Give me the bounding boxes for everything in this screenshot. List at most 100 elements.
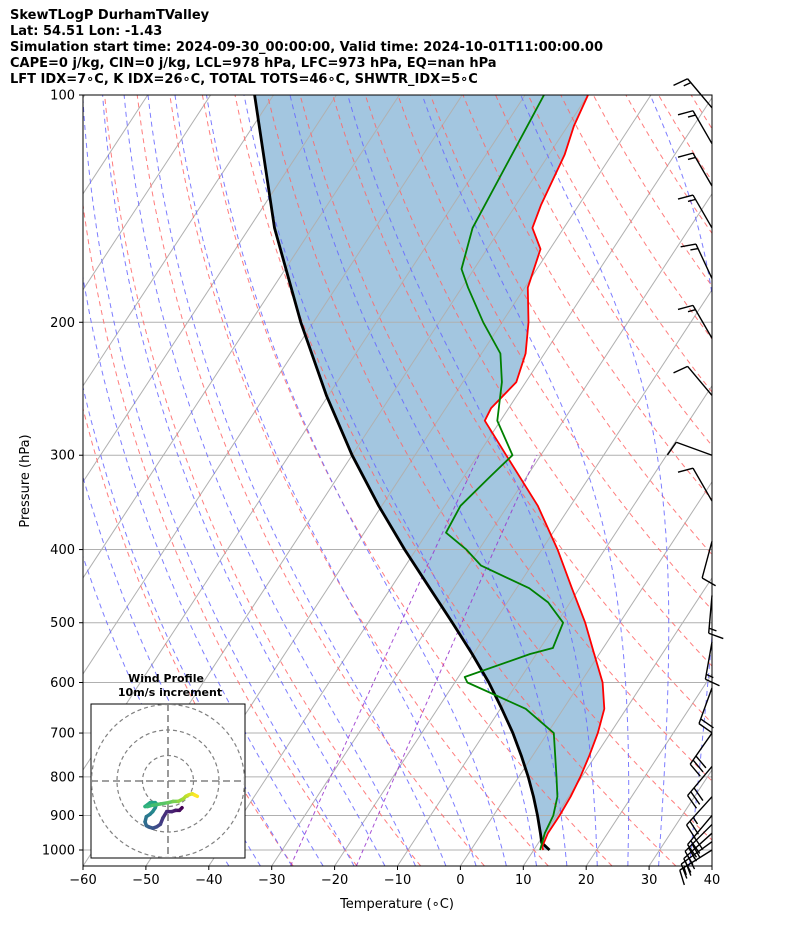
dry-adiabat: [136, 95, 485, 866]
barb-flag: [673, 365, 688, 374]
barb-half-flag: [687, 156, 696, 161]
moist-adiabat: [83, 274, 324, 866]
dry-adiabat: [658, 95, 712, 182]
x-tick-label: −40: [195, 873, 222, 888]
location-line: Lat: 54.51 Lon: -1.43: [10, 24, 163, 39]
wind-barb: [677, 304, 713, 339]
indices-line: LFT IDX=7∘C, K IDX=26∘C, TOTAL TOTS=46∘C…: [10, 72, 478, 87]
moist-adiabat: [83, 385, 293, 866]
wind-barb: [707, 595, 724, 640]
isotherm: [397, 384, 712, 866]
x-tick-label: 0: [456, 873, 464, 888]
hodograph-trace-segment: [193, 793, 200, 799]
barb-flag: [680, 243, 697, 248]
barb-flag: [700, 718, 714, 729]
moist-adiabat: [289, 95, 568, 866]
wind-barb: [701, 541, 716, 587]
barb-half-flag: [708, 627, 717, 632]
barb-flag: [683, 858, 692, 873]
isotherm: [711, 865, 712, 866]
barb-flag: [666, 441, 677, 456]
barb-flag: [693, 787, 704, 801]
barb-flag: [708, 632, 724, 640]
wind-barbs: [666, 78, 724, 886]
barb-staff: [687, 815, 713, 846]
y-axis-label: Pressure (hPa): [18, 434, 33, 527]
x-tick-label: 30: [641, 873, 658, 888]
barb-flag: [689, 820, 699, 835]
isotherm: [83, 95, 274, 387]
barb-flag: [677, 194, 694, 200]
wind-barb: [677, 194, 713, 229]
barb-flag: [679, 869, 685, 886]
moist-adiabat: [102, 95, 386, 866]
chart-series: [253, 95, 606, 852]
wind-barb: [680, 243, 713, 279]
isotherm: [83, 95, 463, 675]
barb-staff: [692, 467, 713, 502]
barb-half-flag: [683, 867, 687, 876]
dry-adiabat: [462, 95, 712, 501]
barb-staff: [701, 541, 713, 579]
hodograph-title: Wind Profile: [128, 672, 204, 685]
barb-flag: [695, 755, 707, 769]
dry-adiabat: [332, 95, 712, 724]
dry-adiabat: [690, 95, 712, 130]
y-tick-label: 600: [50, 676, 75, 691]
barb-flag: [691, 843, 701, 859]
time-line: Simulation start time: 2024-09-30_00:00:…: [10, 40, 603, 55]
hodograph-subtitle: 10m/s increment: [118, 686, 222, 699]
dry-adiabat: [756, 95, 794, 866]
barb-half-flag: [692, 817, 699, 825]
dry-adiabat: [789, 95, 794, 866]
isotherm: [334, 288, 712, 866]
wind-barb: [689, 732, 713, 777]
barb-flag: [705, 678, 720, 687]
isotherm: [648, 769, 712, 866]
x-tick-label: −20: [321, 873, 348, 888]
moist-adiabat: [147, 95, 447, 866]
barb-staff: [707, 595, 713, 634]
x-tick-label: −10: [384, 873, 411, 888]
y-tick-label: 500: [50, 616, 75, 631]
wind-barb: [704, 641, 720, 687]
isotherm: [585, 673, 712, 866]
barb-staff: [687, 765, 713, 796]
wind-barb: [673, 78, 713, 109]
moist-adiabat: [649, 95, 712, 866]
barb-flag: [680, 863, 688, 879]
isotherm: [271, 192, 712, 866]
dry-adiabat: [560, 95, 712, 340]
wind-barb: [677, 110, 713, 145]
isotherm: [83, 95, 212, 291]
barb-half-flag: [705, 673, 714, 679]
barb-staff: [687, 365, 713, 396]
dry-adiabat: [169, 95, 549, 866]
mixing-ratio-line: [355, 454, 538, 866]
y-tick-label: 200: [50, 316, 75, 331]
barb-flag: [701, 577, 716, 587]
barb-flag: [685, 824, 696, 839]
barb-flag: [698, 723, 713, 734]
moist-adiabat: [174, 95, 477, 866]
isotherm: [83, 95, 400, 579]
moist-adiabat: [206, 95, 507, 866]
dry-adiabat: [234, 95, 677, 866]
barb-half-flag: [690, 247, 699, 251]
barb-flag: [673, 78, 688, 86]
barb-staff: [689, 732, 713, 765]
barb-flag: [677, 110, 694, 116]
barb-flag: [684, 850, 694, 866]
wind-barb: [673, 365, 713, 396]
barb-flag: [687, 795, 698, 809]
dry-adiabat: [83, 201, 358, 866]
x-tick-label: 20: [578, 873, 595, 888]
cin-shading-area: [254, 95, 605, 850]
isotherm: [83, 95, 86, 99]
barb-flag: [677, 304, 694, 311]
cape-cin-shading: [254, 95, 605, 850]
chart-title: SkewTLogP DurhamTValley: [10, 8, 210, 23]
moist-adiabat: [123, 95, 416, 866]
wind-barb: [666, 441, 713, 456]
barb-flag: [693, 836, 704, 851]
